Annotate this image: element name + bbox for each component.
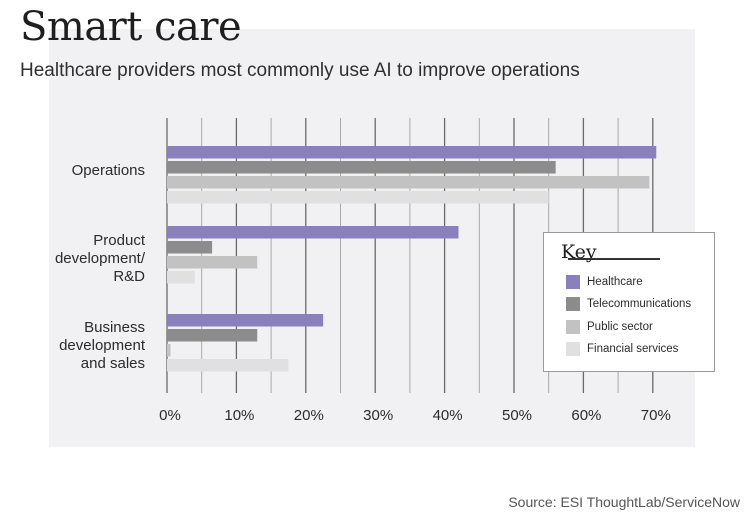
category-label: Business development and sales <box>59 319 146 372</box>
legend-label: Public sector <box>587 321 653 333</box>
legend-swatch <box>566 275 580 289</box>
bar-telecommunications <box>167 161 556 174</box>
x-tick-label: 50% <box>502 407 532 424</box>
legend-swatch <box>566 297 580 311</box>
legend-label: Telecommunications <box>587 298 692 310</box>
bar-financial-services <box>167 191 549 204</box>
x-tick-label: 10% <box>224 407 254 424</box>
chart-title: Smart care <box>20 4 242 50</box>
legend-label: Financial services <box>587 343 679 355</box>
x-tick-label: 70% <box>641 407 671 424</box>
bar-telecommunications <box>167 241 213 254</box>
bar-financial-services <box>167 359 289 372</box>
source-note: Source: ESI ThoughtLab/ServiceNow <box>508 494 740 510</box>
legend-title: Key <box>561 241 597 263</box>
legend-underline <box>568 258 660 260</box>
legend-item-public-sector: Public sector <box>566 319 653 335</box>
bar-public-sector <box>167 256 258 269</box>
bar-healthcare <box>167 226 459 239</box>
legend-item-telecommunications: Telecommunications <box>566 296 691 312</box>
x-tick-label: 20% <box>294 407 324 424</box>
legend-item-financial-services: Financial services <box>566 341 678 357</box>
x-tick-label: 0% <box>159 407 181 424</box>
bar-healthcare <box>167 146 657 159</box>
bar-financial-services <box>167 271 195 284</box>
x-tick-label: 60% <box>571 407 601 424</box>
legend-label: Healthcare <box>587 276 643 288</box>
x-tick-label: 40% <box>433 407 463 424</box>
category-label: Product development/R&D <box>55 232 146 285</box>
chart-subtitle: Healthcare providers most commonly use A… <box>20 60 580 81</box>
legend-item-healthcare: Healthcare <box>566 274 643 290</box>
category-label: Operations <box>72 162 145 179</box>
bar-telecommunications <box>167 329 258 342</box>
x-tick-label: 30% <box>363 407 393 424</box>
legend-swatch <box>566 342 580 356</box>
bar-healthcare <box>167 314 324 327</box>
bar-public-sector <box>167 344 171 357</box>
legend: Key Healthcare Telecommunications Public… <box>543 232 715 372</box>
bar-public-sector <box>167 176 650 189</box>
legend-swatch <box>566 320 580 334</box>
